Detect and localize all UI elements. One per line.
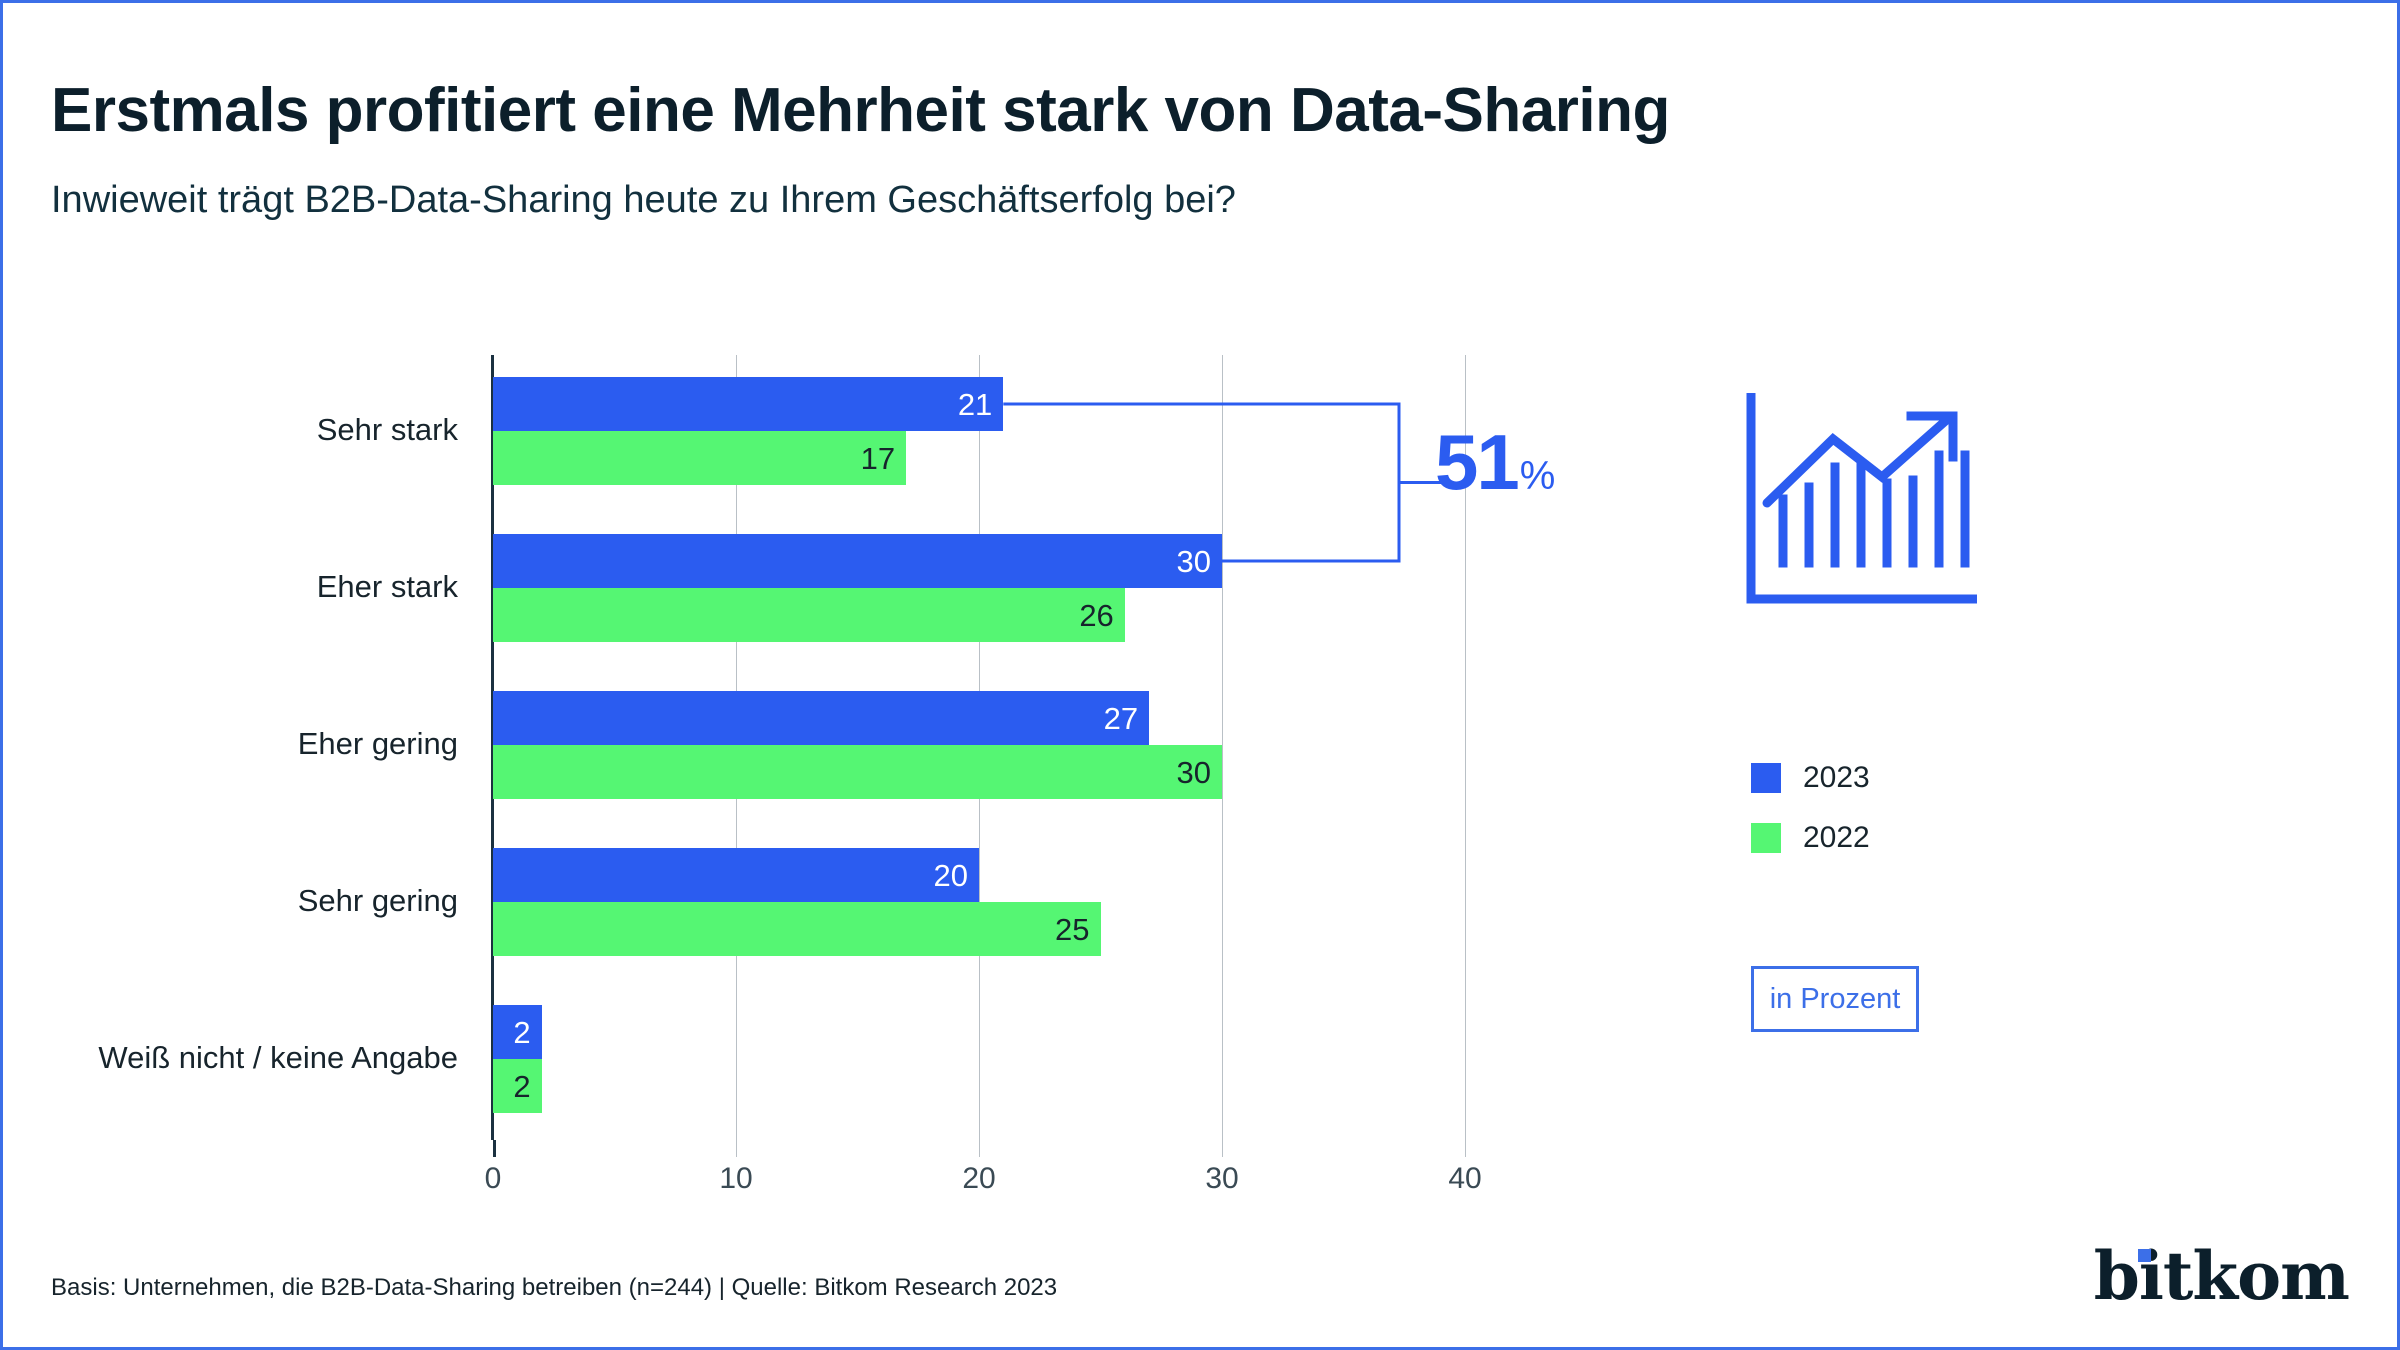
bar-group: 27 30 (493, 691, 1473, 799)
legend-swatch-icon (1751, 823, 1781, 853)
bar-2022: 26 (493, 588, 1125, 642)
callout-51-percent: 51 % (1435, 423, 1555, 501)
x-axis-tick-label: 40 (1448, 1162, 1482, 1195)
bar-2022: 2 (493, 1059, 542, 1113)
x-axis-tick-label: 30 (1205, 1162, 1239, 1195)
legend-label: 2022 (1803, 821, 1870, 854)
x-axis-tick-label: 20 (962, 1162, 996, 1195)
callout-number: 51 (1435, 418, 1520, 506)
bar-value-label: 25 (1055, 911, 1090, 947)
chart-legend: 2023 2022 (1751, 748, 1870, 868)
x-axis-tick (979, 1140, 980, 1157)
category-label: Weiß nicht / keine Angabe (98, 1040, 458, 1075)
callout-percent-sign: % (1519, 454, 1556, 498)
x-axis: 0 10 20 30 40 (485, 1140, 1493, 1200)
category-label: Sehr stark (316, 412, 458, 447)
trending-up-chart-icon (1745, 392, 1978, 610)
unit-badge-label: in Prozent (1769, 982, 1901, 1015)
bar-group: 21 17 (493, 377, 1473, 485)
x-axis-tick (1222, 1140, 1223, 1157)
legend-swatch-icon (1751, 763, 1781, 793)
bar-value-label: 17 (860, 440, 896, 476)
bitkom-logo: bitkom (2094, 1243, 2350, 1309)
bar-2022: 17 (493, 431, 907, 485)
x-axis-tick-label: 10 (719, 1162, 753, 1195)
gridline (1222, 355, 1223, 1140)
category-axis-labels: Sehr stark Eher stark Eher gering Sehr geri… (3, 355, 458, 1140)
bar-value-label: 30 (1176, 543, 1211, 579)
bitkom-logo-dot-icon (2137, 1249, 2151, 1262)
bar-value-label: 26 (1079, 597, 1114, 633)
bar-2023: 27 (493, 691, 1150, 745)
category-label: Eher stark (316, 569, 458, 604)
bitkom-logo-wordmark: bitkom (2093, 1237, 2350, 1315)
bar-value-label: 27 (1103, 700, 1139, 736)
legend-label: 2023 (1803, 761, 1870, 794)
bar-value-label: 2 (513, 1014, 531, 1050)
bar-2023: 30 (493, 534, 1222, 588)
legend-item-2023[interactable]: 2023 (1751, 748, 1870, 808)
x-axis-tick (736, 1140, 737, 1157)
gridline (1465, 355, 1466, 1140)
bar-group: 30 26 (493, 534, 1473, 642)
bar-value-label: 20 (933, 857, 968, 893)
page-title: Erstmals profitiert eine Mehrheit stark … (51, 76, 1670, 145)
bitkom-logo-text: bitkom (2094, 1243, 2350, 1309)
x-axis-tick (1465, 1140, 1466, 1157)
x-axis-tick (493, 1140, 496, 1157)
bar-value-label: 21 (957, 386, 993, 422)
bar-2023: 20 (493, 848, 979, 902)
legend-item-2022[interactable]: 2022 (1751, 808, 1870, 868)
y-axis-line (491, 355, 494, 1140)
bar-2022: 30 (493, 745, 1222, 799)
bar-value-label: 30 (1176, 754, 1211, 790)
bar-2023: 2 (493, 1005, 542, 1059)
category-label: Sehr gering (297, 883, 458, 918)
x-axis-tick-label: 0 (484, 1162, 502, 1195)
chart-plot-area: 21 17 30 26 27 30 20 25 2 2 (491, 355, 1473, 1140)
footnote: Basis: Unternehmen, die B2B-Data-Sharing… (51, 1274, 1058, 1301)
bar-value-label: 2 (513, 1068, 531, 1104)
category-label: Eher gering (297, 726, 458, 761)
bar-group: 20 25 (493, 848, 1473, 956)
page-subtitle: Inwieweit trägt B2B-Data-Sharing heute z… (51, 179, 1236, 221)
bar-2023: 21 (493, 377, 1004, 431)
unit-badge: in Prozent (1751, 966, 1919, 1032)
bar-2022: 25 (493, 902, 1101, 956)
